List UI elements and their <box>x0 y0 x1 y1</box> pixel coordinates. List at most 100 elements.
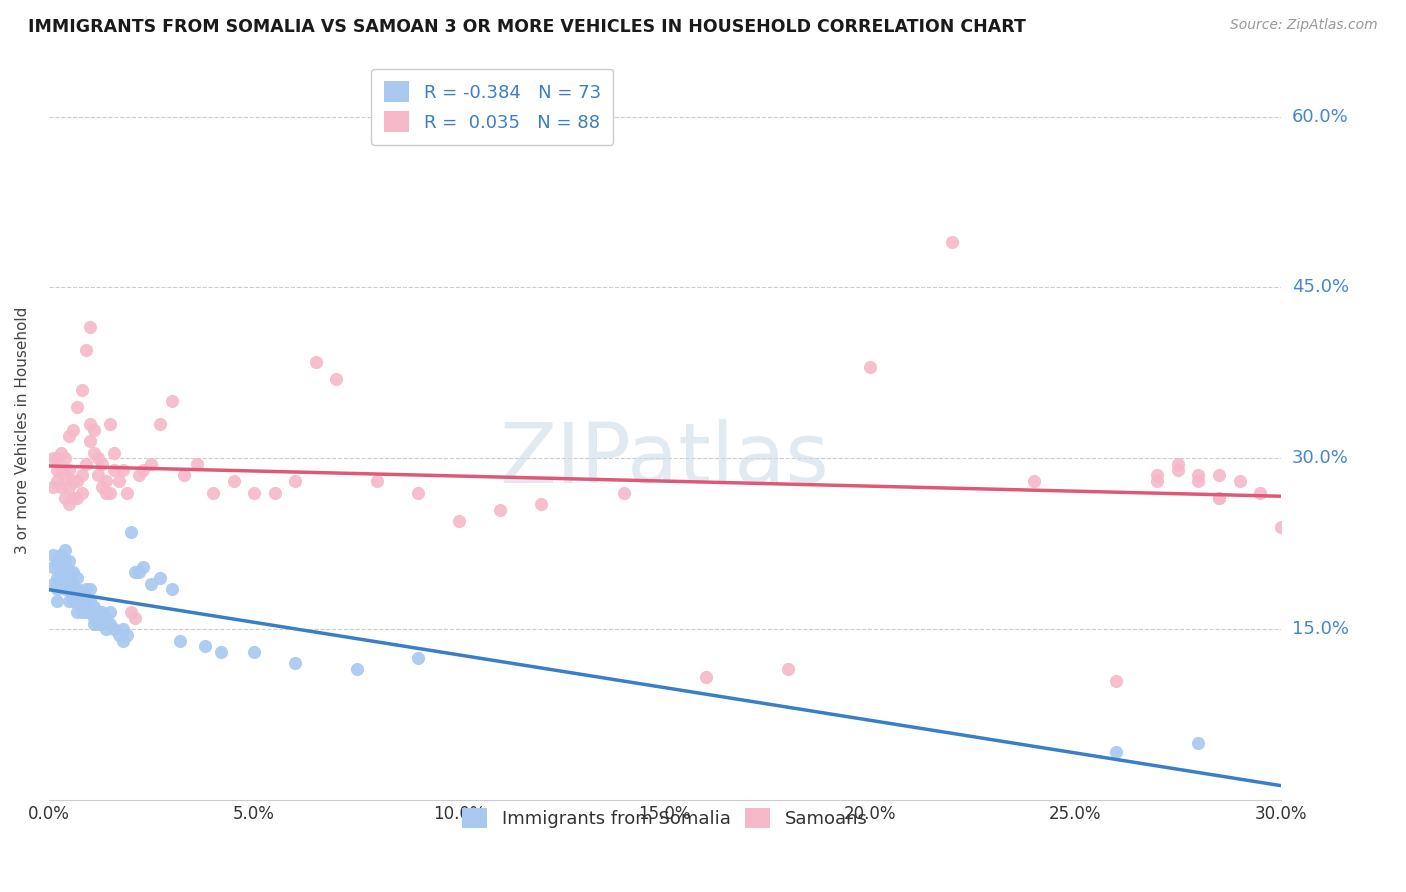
Point <box>1208 491 1230 506</box>
Point <box>695 670 717 684</box>
Point <box>49 480 72 494</box>
Point <box>98 616 121 631</box>
Point <box>62 588 84 602</box>
Point <box>103 446 125 460</box>
Point <box>75 457 97 471</box>
Point <box>1105 745 1128 759</box>
Point <box>79 320 101 334</box>
Point <box>62 582 84 597</box>
Point <box>62 594 84 608</box>
Point <box>160 394 183 409</box>
Point <box>1187 474 1209 488</box>
Point <box>941 235 963 249</box>
Point <box>66 605 89 619</box>
Point <box>530 497 553 511</box>
Point <box>96 622 118 636</box>
Point <box>58 554 80 568</box>
Point <box>284 657 307 671</box>
Point <box>1167 463 1189 477</box>
Point <box>243 645 266 659</box>
Point <box>124 611 146 625</box>
Point <box>96 611 118 625</box>
Point <box>66 571 89 585</box>
Point <box>58 428 80 442</box>
Point <box>91 457 114 471</box>
Point <box>42 548 65 562</box>
Point <box>58 566 80 580</box>
Text: 60.0%: 60.0% <box>1292 108 1348 126</box>
Point <box>1105 673 1128 688</box>
Point <box>49 463 72 477</box>
Point <box>98 485 121 500</box>
Point <box>263 485 285 500</box>
Point <box>98 417 121 432</box>
Point <box>49 571 72 585</box>
Point <box>46 451 69 466</box>
Point <box>91 605 114 619</box>
Point <box>53 571 76 585</box>
Point <box>408 650 430 665</box>
Point <box>58 571 80 585</box>
Text: 15.0%: 15.0% <box>1292 620 1348 639</box>
Point <box>222 474 245 488</box>
Point <box>87 616 110 631</box>
Point <box>613 485 636 500</box>
Point <box>70 383 93 397</box>
Point <box>70 599 93 614</box>
Point <box>449 514 471 528</box>
Point <box>83 616 105 631</box>
Point <box>408 485 430 500</box>
Point <box>79 434 101 449</box>
Text: Source: ZipAtlas.com: Source: ZipAtlas.com <box>1230 18 1378 32</box>
Point <box>49 548 72 562</box>
Point <box>120 605 142 619</box>
Point <box>1146 468 1168 483</box>
Point <box>96 485 118 500</box>
Point <box>62 474 84 488</box>
Point <box>62 491 84 506</box>
Point <box>91 480 114 494</box>
Point <box>128 566 150 580</box>
Point <box>58 582 80 597</box>
Point <box>53 582 76 597</box>
Point <box>58 463 80 477</box>
Point <box>49 566 72 580</box>
Point <box>115 485 138 500</box>
Point <box>83 611 105 625</box>
Point <box>53 542 76 557</box>
Point <box>120 525 142 540</box>
Text: IMMIGRANTS FROM SOMALIA VS SAMOAN 3 OR MORE VEHICLES IN HOUSEHOLD CORRELATION CH: IMMIGRANTS FROM SOMALIA VS SAMOAN 3 OR M… <box>28 18 1026 36</box>
Point <box>1249 485 1271 500</box>
Point <box>132 463 155 477</box>
Point <box>70 485 93 500</box>
Point <box>103 622 125 636</box>
Point <box>70 588 93 602</box>
Point <box>70 594 93 608</box>
Point <box>115 628 138 642</box>
Point <box>305 354 328 368</box>
Point <box>1208 491 1230 506</box>
Point <box>79 605 101 619</box>
Point <box>75 343 97 358</box>
Point <box>1187 736 1209 750</box>
Point <box>87 605 110 619</box>
Point <box>49 554 72 568</box>
Point <box>160 582 183 597</box>
Point <box>1187 468 1209 483</box>
Point <box>111 633 134 648</box>
Point <box>325 371 347 385</box>
Point <box>186 457 208 471</box>
Point <box>62 423 84 437</box>
Point <box>42 559 65 574</box>
Point <box>141 457 163 471</box>
Point <box>346 662 368 676</box>
Point <box>58 480 80 494</box>
Point <box>53 468 76 483</box>
Text: 45.0%: 45.0% <box>1292 278 1348 296</box>
Point <box>62 566 84 580</box>
Point <box>1289 497 1312 511</box>
Point <box>1310 485 1333 500</box>
Point <box>149 417 172 432</box>
Point <box>75 582 97 597</box>
Point <box>53 491 76 506</box>
